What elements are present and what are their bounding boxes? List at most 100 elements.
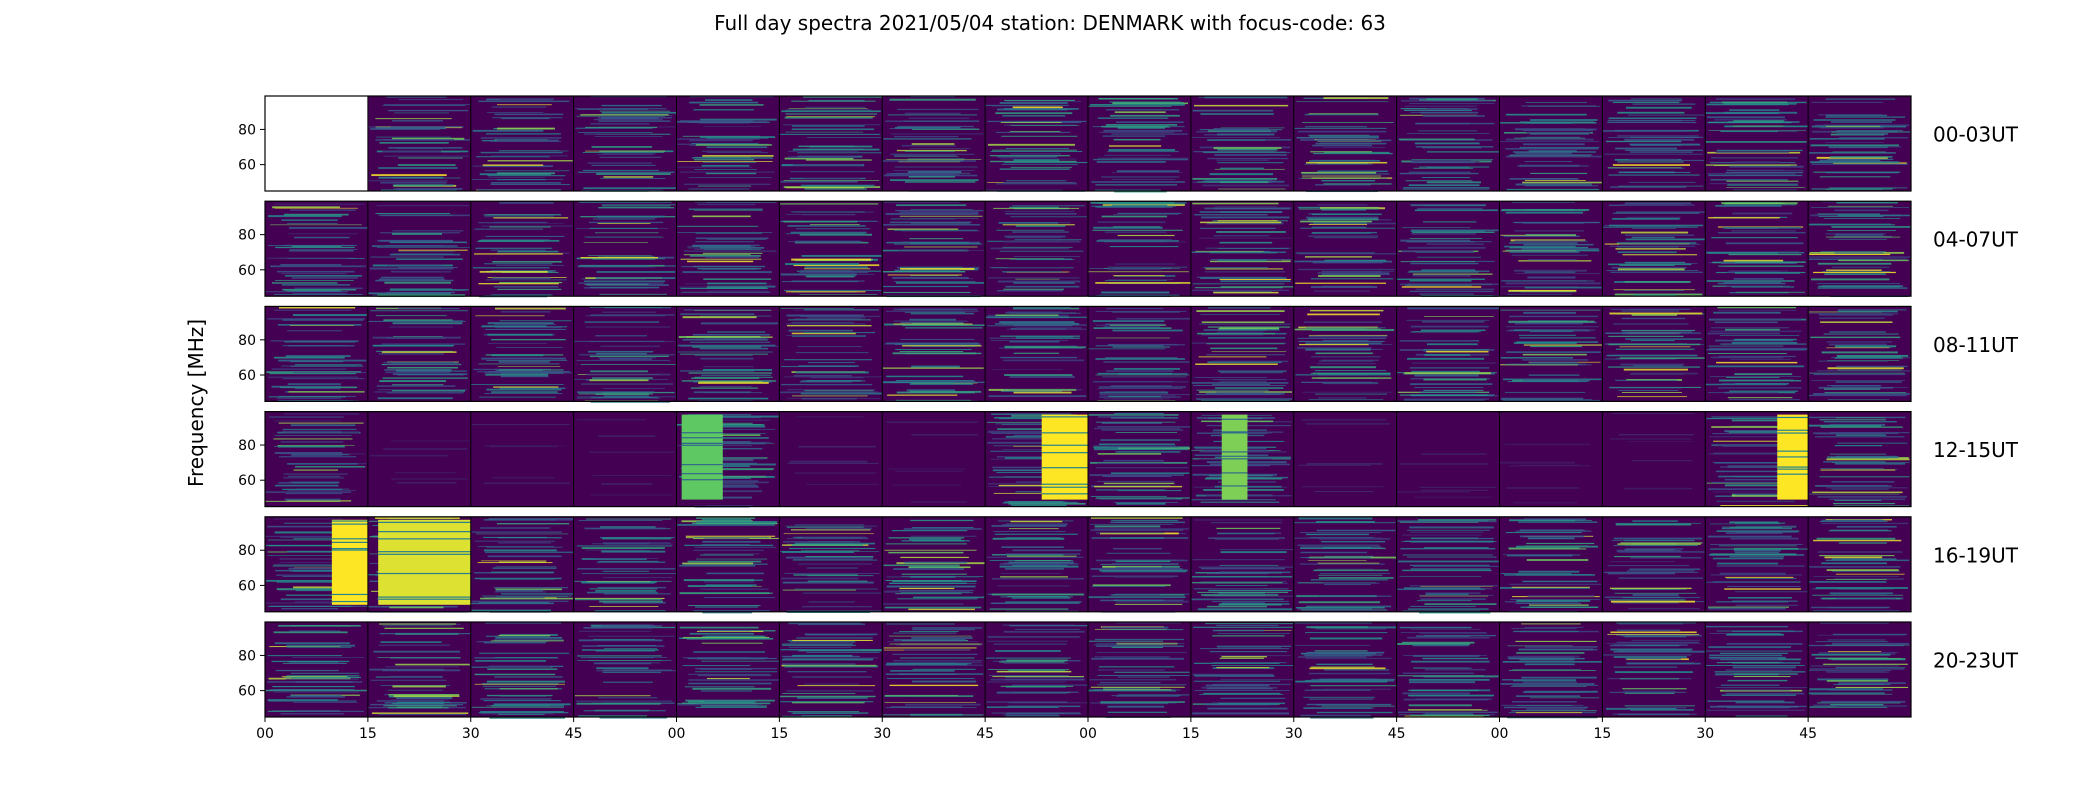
spectral-line [698,629,752,632]
burst-band [681,442,723,444]
spectral-line [1837,356,1902,358]
spectral-line [1817,262,1892,265]
spectral-line [480,712,554,715]
spectral-line [576,397,661,399]
spectral-line [1103,361,1190,363]
spectrum-panel [1190,622,1294,717]
spectral-line [580,257,659,259]
spectral-line [1609,387,1682,389]
spectral-line [1624,705,1695,707]
spectral-line [1114,344,1185,346]
spectral-line [1502,661,1603,663]
spectral-line [1311,329,1395,332]
spectral-line [1524,185,1599,187]
spectral-line [901,144,956,147]
spectral-line [1298,517,1373,520]
spectral-line [1012,106,1063,109]
spectral-line [1321,270,1394,272]
spectral-line [999,250,1084,252]
spectral-line [700,485,759,488]
spectral-line [1818,215,1884,218]
spectral-line [597,645,656,646]
spectral-line [1409,290,1494,293]
spectral-line [1204,271,1286,273]
spectral-line [581,573,677,575]
spectral-line [472,600,569,603]
spectral-line [1503,235,1580,238]
spectral-line [1426,108,1478,110]
spectral-line [1708,345,1784,347]
spectral-line [600,345,660,347]
spectral-line [396,258,463,260]
spectrum-panel [1396,96,1500,191]
spectral-line [1096,497,1190,499]
spectral-line [789,641,856,643]
spectral-line [1321,678,1379,680]
spectral-line [1317,170,1389,173]
spectral-line [779,695,876,698]
spectral-line [1305,126,1367,128]
spectral-line [1512,151,1597,153]
spectral-line [999,168,1070,170]
spectral-line [495,589,543,592]
spectral-line [680,592,773,594]
spectral-line [792,164,864,166]
spectral-line [886,585,976,588]
spectral-line [1827,229,1897,231]
spectral-line [378,389,468,391]
spectral-line [1624,692,1675,694]
spectral-line [804,390,874,392]
spectral-line [1200,314,1281,315]
spectral-line [1605,140,1682,143]
spectral-line [1211,521,1283,524]
spectral-line [280,536,354,538]
spectral-line [1407,529,1490,531]
spectral-line [681,291,771,293]
spectrum-panel [367,411,471,507]
spectral-line [1402,554,1493,556]
spectral-line [1402,569,1492,572]
spectral-line [266,371,361,374]
spectral-line [900,556,969,559]
spectral-line [1191,251,1287,253]
spectral-line [1008,267,1061,269]
spectral-line [1001,222,1071,224]
spectral-line [1508,289,1577,292]
spectral-line [291,657,364,658]
spectral-line [596,352,647,355]
spectral-line [1731,286,1795,288]
spectral-line [780,203,879,205]
spectral-line [694,546,776,548]
spectral-line [996,229,1065,231]
spectral-line [808,601,855,603]
panel-background [985,96,1088,191]
spectral-line [788,241,863,242]
spectral-line [1403,187,1490,189]
spectral-line [707,331,766,333]
spectral-line [885,707,977,709]
spectral-line [287,383,341,385]
spectral-line [1610,354,1695,356]
burst-band [331,538,368,540]
spectral-line [1606,707,1677,710]
spectral-line [1199,582,1288,584]
spectral-line [398,157,463,159]
spectral-line [1321,179,1376,182]
spectral-line [911,434,979,436]
spectral-line [1402,672,1475,674]
spectral-line [1618,185,1704,187]
spectral-line [377,294,466,297]
spectral-line [892,580,977,582]
spectral-line [1826,458,1910,461]
spectral-line [1529,331,1573,333]
spectral-line [1220,211,1283,213]
spectral-line [272,685,355,688]
spectral-line [1091,657,1185,660]
spectral-line [1729,399,1800,400]
spectral-line [1096,239,1179,242]
spectral-line [997,585,1070,587]
x-tick-label: 00 [1079,726,1097,742]
spectral-line [1013,256,1080,257]
spectral-line [496,139,559,141]
spectral-line [592,543,650,545]
